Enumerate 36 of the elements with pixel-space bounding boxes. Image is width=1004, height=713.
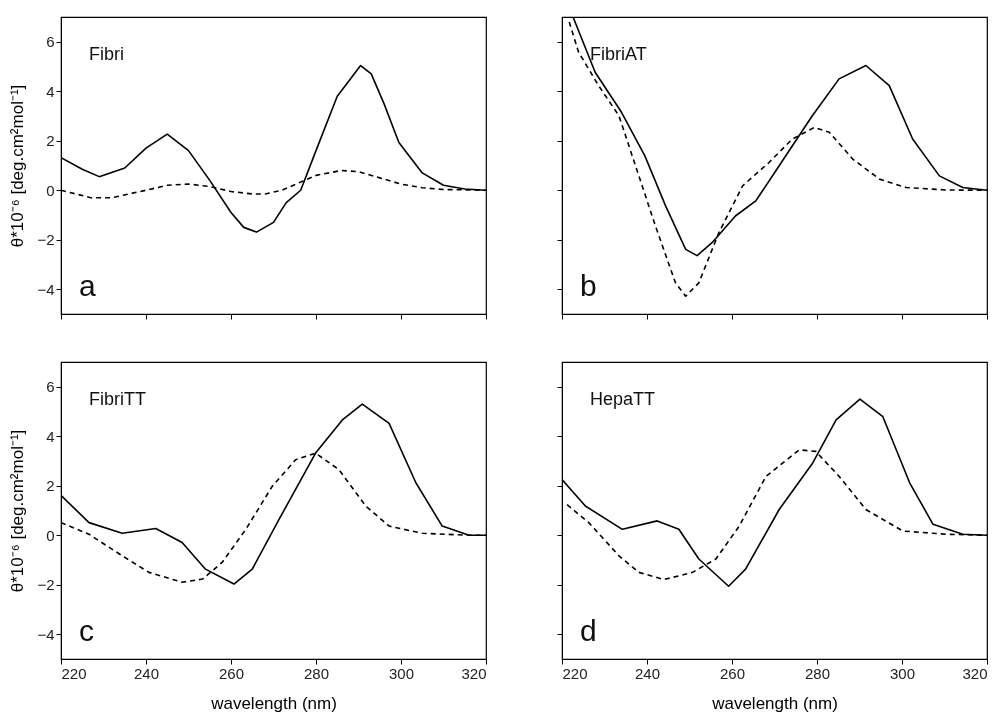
y-tick-label: −2 bbox=[37, 576, 55, 594]
y-tick-label: −2 bbox=[37, 231, 55, 249]
y-tick-label: 6 bbox=[46, 378, 55, 396]
y-tick-label: 2 bbox=[46, 132, 55, 150]
x-axis-title: wavelength (nm) bbox=[210, 693, 337, 713]
x-tick-label: 240 bbox=[133, 664, 160, 682]
annotation: Fibri bbox=[89, 44, 124, 64]
y-tick-label: 6 bbox=[46, 33, 55, 51]
y-tick-label: 2 bbox=[46, 477, 55, 495]
x-tick-label: 300 bbox=[889, 664, 916, 682]
x-tick-label: 260 bbox=[218, 664, 245, 682]
annotation: c bbox=[79, 614, 94, 647]
y-axis-title: θ*10⁻⁶ [deg.cm²mol⁻¹] bbox=[8, 84, 28, 248]
x-tick-label: 220 bbox=[562, 664, 588, 682]
annotation: d bbox=[580, 614, 597, 647]
y-tick-label: 4 bbox=[46, 82, 55, 100]
x-tick-label: 280 bbox=[804, 664, 831, 682]
x-tick-label: 240 bbox=[634, 664, 661, 682]
x-tick-label: 220 bbox=[61, 664, 87, 682]
x-tick-label: 300 bbox=[388, 664, 415, 682]
y-tick-label: −4 bbox=[37, 280, 55, 298]
y-tick-label: 0 bbox=[46, 181, 55, 199]
y-axis-title: θ*10⁻⁶ [deg.cm²mol⁻¹] bbox=[8, 429, 28, 593]
y-tick-label: 4 bbox=[46, 427, 55, 445]
annotation: FibriTT bbox=[89, 389, 146, 409]
annotation: b bbox=[580, 269, 597, 302]
x-tick-label: 260 bbox=[719, 664, 746, 682]
y-tick-label: 0 bbox=[46, 526, 55, 544]
annotation: HepaTT bbox=[590, 389, 656, 409]
x-axis-title: wavelength (nm) bbox=[711, 693, 838, 713]
y-tick-label: −4 bbox=[37, 625, 55, 643]
x-tick-label: 320 bbox=[461, 664, 487, 682]
annotation: FibriAT bbox=[590, 44, 647, 64]
annotation: a bbox=[79, 269, 96, 302]
x-tick-label: 280 bbox=[303, 664, 330, 682]
x-tick-label: 320 bbox=[962, 664, 988, 682]
